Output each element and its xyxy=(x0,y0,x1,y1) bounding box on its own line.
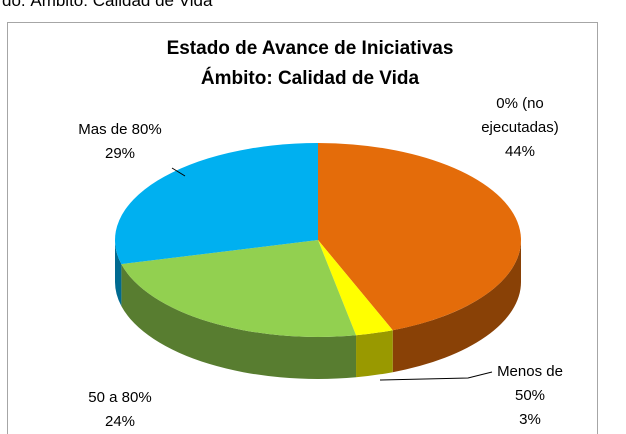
pie-slice-side xyxy=(356,330,393,378)
data-label-value: 29% xyxy=(104,145,136,162)
data-label: 0% (no ejecutadas) 44% xyxy=(470,92,570,164)
chart-title: Estado de Avance de Iniciativas Ámbito: … xyxy=(166,38,454,89)
leader-line xyxy=(171,167,186,177)
pie-slice xyxy=(318,240,393,336)
caption: do. Ámbito: Calidad de Vida xyxy=(2,0,213,10)
pie-slice xyxy=(121,240,357,337)
pie-slice xyxy=(318,143,521,331)
data-label-category: 50 a 80% xyxy=(88,389,152,406)
leader-line xyxy=(379,371,493,381)
data-label-category: 0% (no ejecutadas) xyxy=(481,95,559,136)
data-label-category: Mas de 80% xyxy=(78,121,162,138)
pie-slice-side xyxy=(392,240,521,373)
data-label: 50 a 80% 24% xyxy=(55,386,185,434)
data-label-value: 24% xyxy=(104,413,136,430)
data-label: Menos de 50% 3% xyxy=(485,360,575,432)
pie-slice-side xyxy=(121,264,357,379)
data-label-value: 44% xyxy=(504,143,536,160)
pie-slice xyxy=(115,143,318,265)
pie-slice-side xyxy=(115,240,122,307)
data-label-category: Menos de 50% xyxy=(497,363,563,404)
data-label-value: 3% xyxy=(519,411,541,428)
data-label: Mas de 80% 29% xyxy=(55,118,185,166)
